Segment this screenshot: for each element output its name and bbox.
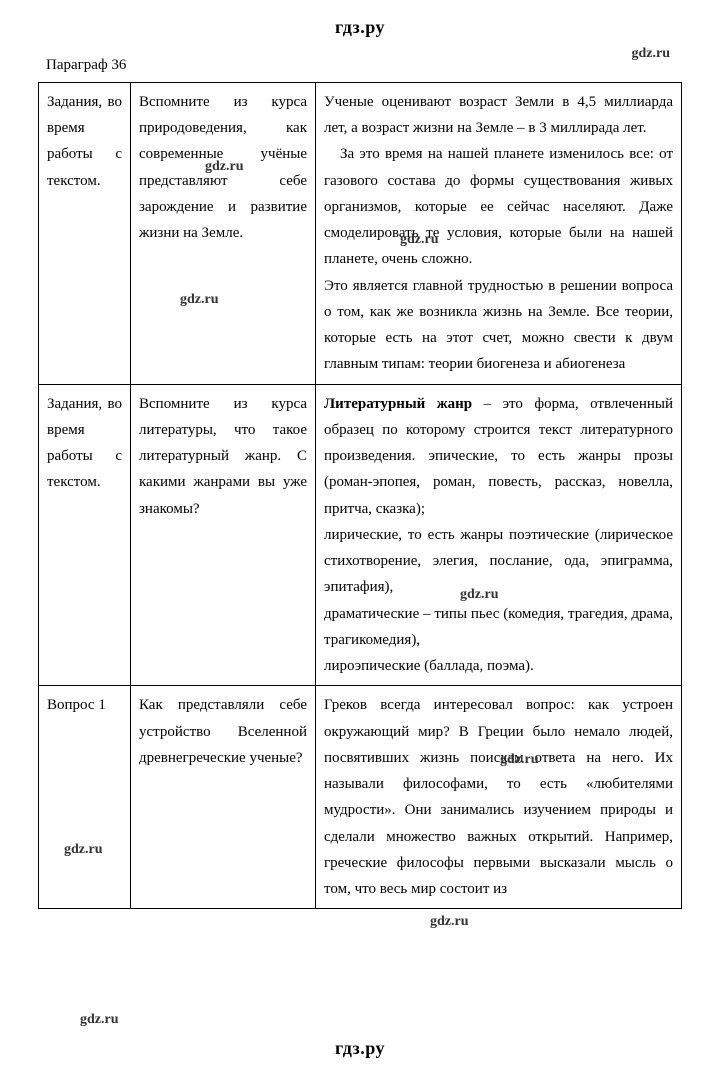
cell-task-label: Задания, во время работы с текстом. <box>39 384 131 686</box>
cell-task-label: Вопрос 1 <box>39 686 131 909</box>
answer-tail: – это форма, отвлеченный образец по кото… <box>324 396 673 517</box>
cell-question: Как представляли себе устройство Вселенн… <box>131 686 316 909</box>
site-header: гдз.ру <box>38 0 682 50</box>
cell-answer: Греков всегда интересовал вопрос: как ус… <box>316 686 682 909</box>
answer-p2: лирические, то есть жанры поэтические (л… <box>324 522 673 601</box>
answer-bold: Литературный жанр <box>324 396 472 412</box>
cell-task-label: Задания, во время работы с текстом. <box>39 82 131 384</box>
answer-p1: Греков всегда интересовал вопрос: как ус… <box>324 692 673 902</box>
table-row: Задания, во время работы с текстом. Вспо… <box>39 384 682 686</box>
site-footer: гдз.ру <box>0 1033 720 1065</box>
cell-answer: Ученые оценивают возраст Земли в 4,5 мил… <box>316 82 682 384</box>
paragraph-label: Параграф 36 <box>38 50 126 82</box>
watermark-icon: gdz.ru <box>430 910 469 935</box>
answer-p1: Литературный жанр – это форма, отвлеченн… <box>324 391 673 522</box>
table-row: Вопрос 1 Как представляли себе устройств… <box>39 686 682 909</box>
cell-question: Вспомните из курса литературы, что такое… <box>131 384 316 686</box>
answer-p3: драматические – типы пьес (комедия, траг… <box>324 601 673 654</box>
watermark-top-right: gdz.ru <box>632 42 671 67</box>
table-row: Задания, во время работы с текстом. Вспо… <box>39 82 682 384</box>
answer-p1: Ученые оценивают возраст Земли в 4,5 мил… <box>324 89 673 142</box>
cell-question: Вспомните из курса природоведения, как с… <box>131 82 316 384</box>
content-table: Задания, во время работы с текстом. Вспо… <box>38 82 682 910</box>
cell-answer: Литературный жанр – это форма, отвлеченн… <box>316 384 682 686</box>
answer-p3: Это является главной трудностью в решени… <box>324 273 673 378</box>
answer-p2: За это время на нашей планете изменилось… <box>324 141 673 272</box>
watermark-icon: gdz.ru <box>80 1008 119 1033</box>
answer-p4: лироэпические (баллада, поэма). <box>324 653 673 679</box>
